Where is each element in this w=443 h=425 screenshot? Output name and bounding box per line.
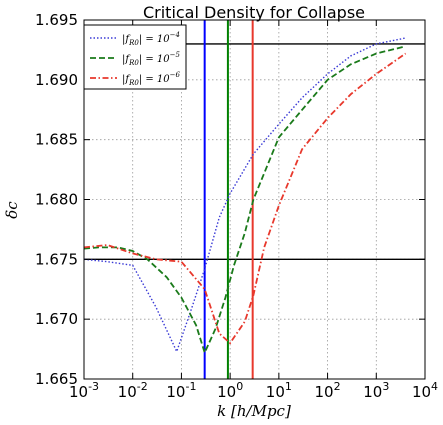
y-tick-label: 1.690 xyxy=(35,71,78,89)
legend: |fR0| = 10−4 |fR0| = 10−5 |fR0| = 10−6 xyxy=(83,24,187,90)
legend-entry: |fR0| = 10−4 xyxy=(122,31,180,47)
x-tick-label: 100 xyxy=(217,380,243,401)
x-tick-label: 102 xyxy=(315,380,341,401)
x-tick-label: 10-3 xyxy=(69,380,99,401)
y-tick-label: 1.670 xyxy=(35,310,78,328)
y-tick-label: 1.680 xyxy=(35,191,78,209)
x-tick-label: 10-1 xyxy=(166,380,196,401)
x-tick-label: 101 xyxy=(266,380,292,401)
series-line-3 xyxy=(83,52,407,345)
x-tick-label: 104 xyxy=(412,380,438,401)
y-axis-label: δc xyxy=(3,201,21,219)
x-tick-label: 103 xyxy=(363,380,389,401)
y-tick-label: 1.685 xyxy=(35,131,78,149)
series-lines xyxy=(83,37,407,356)
chart-title: Critical Density for Collapse xyxy=(143,3,365,22)
legend-entry: |fR0| = 10−5 xyxy=(122,51,181,67)
x-tick-label: 10-2 xyxy=(118,380,148,401)
y-tick-label: 1.675 xyxy=(35,250,78,268)
x-axis-label: k [h/Mpc] xyxy=(217,402,291,420)
y-tick-label: 1.695 xyxy=(35,11,78,29)
legend-entry: |fR0| = 10−6 xyxy=(122,71,181,87)
axis-ticks: 10-3 10-2 10-1 100 101 102 103 104 1.665 1.670 1.6… xyxy=(35,11,438,401)
legend-box xyxy=(83,24,187,90)
y-tick-label: 1.665 xyxy=(35,370,78,388)
